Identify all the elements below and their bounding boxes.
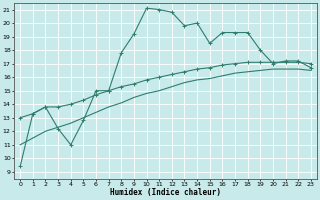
- X-axis label: Humidex (Indice chaleur): Humidex (Indice chaleur): [110, 188, 221, 197]
